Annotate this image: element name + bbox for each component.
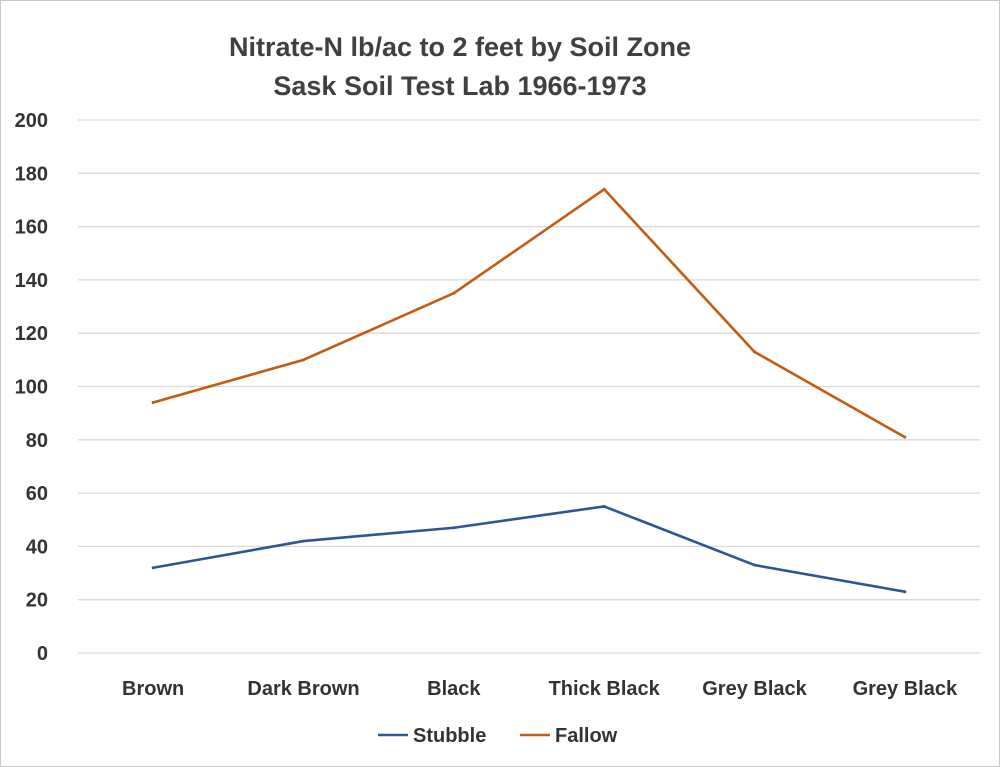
y-tick-label: 20 bbox=[26, 590, 48, 612]
x-category-label: Black bbox=[427, 678, 481, 700]
gridlines bbox=[78, 119, 980, 654]
y-axis-ticks: 0 20 40 60 80 100 120 140 160 180 200 bbox=[15, 110, 48, 665]
data-point-stubble bbox=[903, 590, 907, 594]
y-tick-label: 40 bbox=[26, 536, 48, 558]
x-axis-categories: Brown Dark Brown Black Thick Black Grey Blac… bbox=[122, 678, 958, 700]
y-tick-label: 140 bbox=[15, 270, 48, 292]
x-category-label: Brown bbox=[122, 678, 184, 700]
data-point-stubble bbox=[602, 504, 606, 508]
legend-label-fallow: Fallow bbox=[555, 725, 618, 747]
data-point-fallow bbox=[452, 291, 456, 295]
data-point-fallow bbox=[602, 187, 606, 191]
y-tick-label: 80 bbox=[26, 430, 48, 452]
data-point-fallow bbox=[151, 400, 155, 404]
chart-subtitle: Sask Soil Test Lab 1966-1973 bbox=[273, 71, 646, 101]
y-tick-label: 100 bbox=[15, 377, 48, 399]
chart-title: Nitrate-N lb/ac to 2 feet by Soil Zone bbox=[229, 32, 691, 62]
data-point-stubble bbox=[302, 539, 305, 543]
series-lines bbox=[151, 187, 907, 594]
x-category-label: Thick Black bbox=[549, 678, 661, 700]
series-line-stubble bbox=[151, 505, 907, 594]
y-tick-label: 180 bbox=[15, 163, 48, 185]
y-tick-label: 200 bbox=[15, 110, 48, 132]
y-tick-label: 160 bbox=[15, 217, 48, 239]
data-point-fallow bbox=[753, 350, 756, 354]
data-point-stubble bbox=[151, 566, 155, 570]
data-point-fallow bbox=[302, 358, 305, 362]
data-point-stubble bbox=[452, 526, 456, 530]
x-category-label: Grey Black bbox=[702, 678, 807, 700]
y-tick-label: 0 bbox=[37, 643, 48, 665]
series-line-fallow bbox=[151, 187, 907, 439]
legend: Stubble Fallow bbox=[378, 725, 618, 747]
x-category-label: Dark Brown bbox=[247, 678, 359, 700]
data-point-fallow bbox=[903, 435, 907, 439]
y-tick-label: 60 bbox=[26, 483, 48, 505]
x-category-label: Grey Black bbox=[853, 678, 958, 700]
y-tick-label: 120 bbox=[15, 323, 48, 345]
data-point-stubble bbox=[753, 563, 756, 567]
legend-label-stubble: Stubble bbox=[413, 725, 486, 747]
